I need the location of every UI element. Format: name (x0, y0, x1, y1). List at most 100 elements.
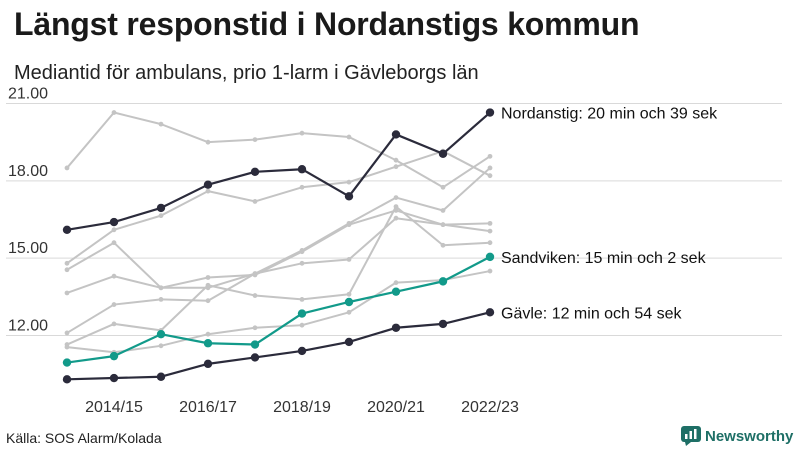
data-point (250, 353, 260, 362)
data-point (109, 373, 119, 383)
data-point (252, 137, 258, 142)
series-end-label: Nordanstig: 20 min och 39 sek (501, 106, 718, 123)
data-point (487, 228, 493, 234)
data-point (64, 330, 70, 336)
data-point (299, 260, 305, 266)
data-point (346, 291, 352, 297)
data-point (344, 297, 354, 307)
data-point (156, 372, 166, 381)
data-point (252, 271, 258, 277)
data-point (393, 157, 399, 163)
series-line (66, 209, 491, 294)
data-point (205, 275, 211, 280)
data-point (156, 203, 166, 213)
series-4-series (64, 215, 493, 336)
series-end-labels: Nordanstig: 20 min och 39 sek Sandviken: … (501, 106, 718, 323)
data-point (346, 134, 352, 140)
series-3-series (64, 208, 493, 296)
data-point (205, 139, 211, 145)
chart-title: Längst responstid i Nordanstigs kommun (14, 6, 640, 42)
data-point (299, 322, 305, 328)
data-point (205, 188, 211, 194)
data-point (391, 130, 401, 139)
data-point (299, 130, 305, 136)
data-point (393, 280, 399, 286)
data-point (203, 180, 213, 189)
brand-logo: Newsworthy (681, 426, 793, 446)
series-line (66, 205, 491, 346)
data-point (485, 108, 495, 117)
data-point (111, 321, 117, 327)
series-line (66, 255, 491, 364)
data-point (250, 340, 260, 349)
data-point (346, 179, 352, 185)
series-line (66, 311, 491, 381)
data-point (346, 257, 352, 262)
data-point (62, 375, 72, 384)
data-point (158, 297, 164, 302)
series-line (66, 217, 491, 334)
data-point (111, 227, 117, 233)
data-point (158, 121, 164, 127)
chart-subtitle: Mediantid för ambulans, prio 1-larm i Gä… (14, 62, 479, 84)
data-point (299, 297, 305, 302)
data-point (487, 173, 493, 179)
data-point (158, 343, 164, 349)
x-tick-label: 2020/21 (367, 399, 425, 416)
data-point (346, 309, 352, 315)
data-point (62, 358, 72, 367)
brand-name: Newsworthy (705, 427, 794, 445)
x-tick-label: 2022/23 (461, 399, 519, 416)
data-point (205, 282, 211, 288)
series-line (66, 167, 491, 289)
data-point (62, 225, 72, 235)
data-point (205, 298, 211, 304)
data-point (252, 199, 258, 204)
series-line (66, 270, 491, 354)
data-point (487, 165, 493, 171)
g-vle-series (62, 308, 495, 384)
data-point (346, 222, 352, 228)
data-point (64, 165, 70, 171)
data-point (485, 252, 495, 262)
data-point (393, 204, 399, 210)
data-point (203, 339, 213, 348)
newsworthy-logo-icon (681, 426, 701, 446)
gridlines (6, 103, 782, 336)
data-point (158, 213, 164, 219)
background-series (64, 110, 493, 355)
source-note: Källa: SOS Alarm/Kolada (6, 430, 162, 446)
data-point (485, 308, 495, 317)
x-tick-label: 2014/15 (85, 399, 143, 416)
data-point (64, 267, 70, 273)
data-point (297, 309, 307, 318)
y-axis-ticks: 12.00 15.00 18.00 21.00 (8, 86, 48, 335)
data-point (299, 184, 305, 190)
data-point (203, 359, 213, 369)
data-point (344, 337, 354, 347)
data-point (440, 184, 446, 190)
data-point (438, 149, 448, 158)
data-point (299, 249, 305, 255)
data-point (156, 330, 166, 339)
data-point (64, 290, 70, 296)
series-line (66, 150, 491, 265)
data-point (111, 240, 117, 246)
nordanstig-series (62, 108, 495, 235)
series-0-series (64, 110, 493, 190)
data-point (393, 164, 399, 170)
data-point (440, 208, 446, 213)
y-tick-label: 18.00 (8, 163, 48, 180)
data-point (344, 192, 354, 201)
x-tick-label: 2016/17 (179, 399, 237, 416)
data-point (252, 293, 258, 298)
data-point (487, 153, 493, 159)
series-line (66, 111, 491, 189)
data-point (297, 346, 307, 356)
data-point (391, 287, 401, 296)
data-point (109, 351, 119, 361)
data-point (109, 217, 119, 227)
sandviken-series (62, 252, 495, 367)
data-point (440, 242, 446, 248)
